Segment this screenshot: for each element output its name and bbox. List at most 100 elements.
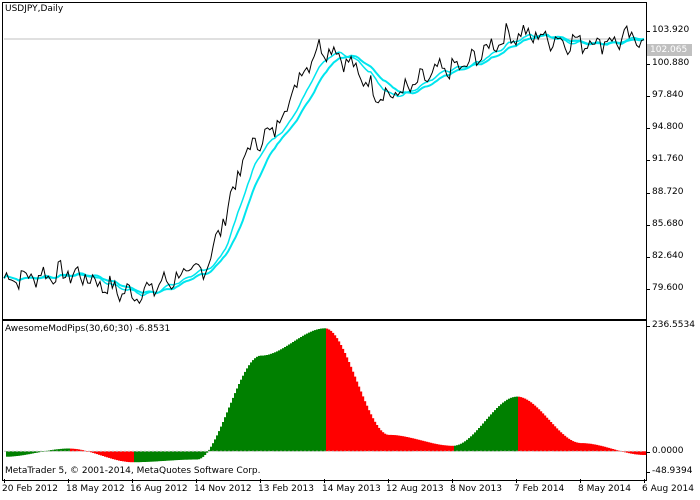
histogram-bar bbox=[592, 444, 595, 452]
histogram-bar bbox=[378, 427, 381, 452]
histogram-bar bbox=[496, 408, 499, 452]
histogram-bar bbox=[562, 434, 565, 452]
histogram-bar bbox=[214, 439, 217, 452]
histogram-bar bbox=[622, 451, 625, 452]
histogram-bar bbox=[548, 419, 551, 452]
histogram-bar bbox=[162, 451, 165, 461]
indicator-scale-label: 0.0000 bbox=[652, 446, 684, 456]
histogram-bar bbox=[234, 393, 237, 452]
histogram-bar bbox=[218, 431, 221, 452]
histogram-bar bbox=[270, 353, 273, 452]
histogram-bar bbox=[188, 451, 191, 460]
histogram-bar bbox=[552, 424, 555, 452]
histogram-bar bbox=[602, 446, 605, 452]
histogram-bar bbox=[474, 432, 477, 452]
histogram-bar bbox=[256, 356, 259, 452]
histogram-bar bbox=[568, 438, 571, 452]
histogram-bar bbox=[384, 433, 387, 452]
histogram-bar bbox=[24, 451, 27, 455]
histogram-bar bbox=[294, 340, 297, 452]
price-scale-label: 82.640 bbox=[652, 251, 684, 261]
histogram-bar bbox=[128, 451, 131, 463]
histogram-bar bbox=[18, 451, 21, 456]
histogram-bar bbox=[352, 371, 355, 452]
histogram-bar bbox=[344, 353, 347, 452]
histogram-bar bbox=[542, 413, 545, 452]
histogram-bar bbox=[478, 428, 481, 452]
histogram-bar bbox=[564, 435, 567, 452]
histogram-bar bbox=[156, 451, 159, 462]
scale-tick bbox=[646, 160, 650, 161]
histogram-bar bbox=[264, 355, 267, 452]
histogram-bar bbox=[164, 451, 167, 461]
histogram-bar bbox=[168, 451, 171, 461]
histogram-bar bbox=[146, 451, 149, 462]
histogram-bar bbox=[406, 437, 409, 452]
histogram-bar bbox=[178, 451, 181, 460]
histogram-bar bbox=[486, 418, 489, 452]
histogram-bar bbox=[340, 345, 343, 452]
histogram-bar bbox=[266, 355, 269, 452]
date-axis-label: 8 May 2014 bbox=[578, 484, 631, 494]
histogram-bar bbox=[148, 451, 151, 462]
date-axis-label: 6 Aug 2014 bbox=[642, 484, 694, 494]
histogram-bar bbox=[124, 451, 127, 462]
histogram-bar bbox=[524, 398, 527, 452]
scale-tick bbox=[646, 96, 650, 97]
histogram-bar bbox=[274, 352, 277, 452]
histogram-bar bbox=[96, 451, 99, 455]
histogram-bar bbox=[400, 435, 403, 452]
histogram-bar bbox=[498, 406, 501, 452]
histogram-bar bbox=[92, 451, 95, 453]
histogram-bar bbox=[312, 330, 315, 452]
histogram-bar bbox=[62, 448, 65, 452]
histogram-bar bbox=[442, 445, 445, 452]
histogram-bar bbox=[506, 399, 509, 452]
histogram-bar bbox=[208, 449, 211, 452]
histogram-bar bbox=[86, 451, 89, 452]
histogram-bar bbox=[166, 451, 169, 461]
histogram-bar bbox=[418, 439, 421, 452]
histogram-bar bbox=[502, 402, 505, 452]
histogram-bar bbox=[290, 343, 293, 452]
date-axis-label: 18 May 2012 bbox=[66, 484, 125, 494]
histogram-bar bbox=[12, 451, 15, 457]
histogram-bar bbox=[424, 441, 427, 452]
histogram-bar bbox=[90, 451, 93, 453]
histogram-bar bbox=[280, 349, 283, 452]
histogram-bar bbox=[582, 443, 585, 452]
histogram-bar bbox=[492, 412, 495, 452]
histogram-bar bbox=[68, 448, 71, 452]
histogram-bar bbox=[476, 430, 479, 452]
histogram-bar bbox=[56, 449, 59, 452]
histogram-bar bbox=[176, 451, 179, 461]
date-tick bbox=[452, 479, 453, 483]
histogram-bar bbox=[306, 333, 309, 452]
date-tick bbox=[4, 479, 5, 483]
histogram-bar bbox=[464, 441, 467, 452]
histogram-bar bbox=[72, 448, 75, 452]
date-axis-label: 12 Aug 2013 bbox=[386, 484, 444, 494]
date-axis-label: 14 Nov 2012 bbox=[194, 484, 252, 494]
price-scale-label: 100.880 bbox=[652, 58, 690, 68]
scale-tick bbox=[646, 289, 650, 290]
price-chart-panel[interactable] bbox=[2, 2, 647, 320]
histogram-bar bbox=[606, 447, 609, 452]
histogram-bar bbox=[390, 434, 393, 452]
histogram-bar bbox=[130, 451, 133, 463]
histogram-bar bbox=[516, 396, 519, 452]
histogram-bar bbox=[590, 443, 593, 452]
date-tick bbox=[68, 479, 69, 483]
histogram-bar bbox=[578, 442, 581, 452]
histogram-bar bbox=[640, 451, 643, 455]
histogram-bar bbox=[226, 412, 229, 452]
histogram-bar bbox=[22, 451, 25, 456]
histogram-bar bbox=[210, 446, 213, 452]
histogram-bar bbox=[632, 451, 635, 454]
histogram-bar bbox=[480, 425, 483, 452]
histogram-bar bbox=[350, 366, 353, 452]
histogram-bar bbox=[540, 411, 543, 452]
histogram-bar bbox=[242, 375, 245, 452]
histogram-bar bbox=[16, 451, 19, 456]
histogram-bar bbox=[588, 443, 591, 452]
